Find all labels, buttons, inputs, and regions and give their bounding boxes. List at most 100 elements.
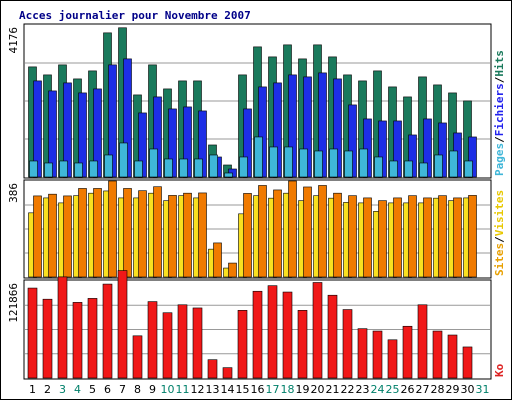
axis-max-label: 386 [7,183,20,203]
x-tick-label-day-2: 2 [44,383,51,396]
x-tick-label-day-1: 1 [29,383,36,396]
legend-entry: Hits [493,50,506,77]
x-tick-label-day-25: 25 [386,383,400,396]
legend-entry: Visites [493,190,506,236]
bar-pages-day-14 [224,172,233,178]
bar-ko-day-17 [267,285,278,379]
bar-sites-day-12 [198,192,207,278]
legend-entry: Pages [493,143,506,176]
x-tick-label-day-27: 27 [416,383,430,396]
bar-ko-day-18 [282,291,293,379]
x-tick-label-day-26: 26 [401,383,415,396]
bar-pages-day-5 [89,160,98,178]
bar-sites-day-4 [78,188,87,278]
bar-sites-day-9 [153,186,162,278]
legend: Pages/Fichiers/Hits [493,50,506,176]
bar-pages-day-2 [44,162,53,178]
bar-sites-day-17 [273,189,282,278]
bar-pages-day-17 [269,146,278,178]
bar-pages-day-21 [329,148,338,178]
bar-sites-day-28 [438,195,447,278]
x-tick-label-day-29: 29 [446,383,460,396]
bar-sites-day-15 [243,193,252,278]
bar-sites-day-22 [348,195,357,278]
bar-ko-day-5 [87,298,98,379]
bar-pages-day-7 [119,142,128,178]
bar-ko-day-10 [162,312,173,379]
x-tick-label-day-12: 12 [191,383,205,396]
bar-pages-day-28 [434,154,443,178]
legend: Ko [493,363,506,377]
panel-bottom: 121866 Ko [7,270,506,380]
bar-pages-day-26 [404,160,413,178]
bar-sites-day-30 [468,195,477,278]
x-tick-label-day-4: 4 [74,383,81,396]
bar-ko-day-15 [237,310,248,379]
x-tick-label-day-14: 14 [221,383,235,396]
x-tick-label-day-20: 20 [311,383,325,396]
x-tick-label-day-24: 24 [371,383,385,396]
bar-ko-day-19 [297,310,308,379]
bar-ko-day-23 [357,328,368,379]
bar-sites-day-11 [183,192,192,278]
bar-pages-day-25 [389,160,398,178]
bar-sites-day-19 [303,186,312,278]
bar-sites-day-2 [48,193,57,278]
bar-ko-day-1 [27,287,38,379]
bar-ko-day-21 [327,294,338,379]
bar-pages-day-9 [149,148,158,178]
bar-pages-day-11 [179,158,188,178]
bar-ko-day-11 [177,304,188,379]
bar-pages-day-18 [284,146,293,178]
x-tick-label-day-19: 19 [296,383,310,396]
bar-pages-day-20 [314,150,323,178]
x-tick-label-day-30: 30 [461,383,475,396]
bar-sites-day-25 [393,197,402,278]
panel-frame [23,23,492,179]
bar-ko-day-24 [372,330,383,379]
bar-ko-day-9 [147,301,158,379]
bar-sites-day-1 [33,195,42,278]
bar-ko-day-25 [387,339,398,379]
bar-pages-day-23 [359,148,368,178]
bar-ko-day-6 [102,283,113,379]
x-axis-day-labels: 1 2 3 4 5 6 7 8 9 10 11 12 13 14 15 16 17 18 19 20 21 22 23 24 2… [29,383,490,396]
bar-sites-day-6 [108,180,117,278]
x-tick-label-day-15: 15 [236,383,250,396]
bar-ko-day-12 [192,307,203,379]
x-tick-label-day-17: 17 [266,383,280,396]
bar-sites-day-16 [258,185,267,278]
bar-ko-day-29 [447,334,458,379]
x-tick-label-day-9: 9 [149,383,156,396]
bar-sites-day-7 [123,188,132,278]
x-tick-label-day-18: 18 [281,383,295,396]
bar-pages-day-19 [299,148,308,178]
chart-title: Acces journalier pour Novembre 2007 [19,9,251,22]
bar-sites-day-5 [93,188,102,278]
bar-pages-day-6 [104,154,113,178]
bar-ko-day-7 [117,270,128,379]
panel-frame [23,179,492,279]
chart-panels: 4176Pages/Fichiers/Hits386Sites/Visites1… [7,23,506,380]
panel-frame [23,279,492,380]
bar-sites-day-13 [213,242,222,278]
x-tick-label-day-6: 6 [104,383,111,396]
legend-entry: Fichiers [493,83,506,136]
bar-sites-day-14 [228,262,237,278]
bar-ko-day-22 [342,309,353,379]
bar-sites-day-23 [363,197,372,278]
bar-sites-day-29 [453,197,462,278]
bar-pages-day-30 [464,160,473,178]
bar-ko-day-2 [42,298,53,379]
bar-sites-day-20 [318,185,327,278]
legend-entry: / [493,76,506,83]
bar-sites-day-3 [63,195,72,278]
panel-middle: 386 Sites/Visites [7,179,506,279]
bar-ko-day-3 [57,276,68,379]
bar-pages-day-22 [344,150,353,178]
bar-pages-day-12 [194,158,203,178]
bar-ko-day-8 [132,335,143,379]
bar-ko-day-13 [207,359,218,379]
